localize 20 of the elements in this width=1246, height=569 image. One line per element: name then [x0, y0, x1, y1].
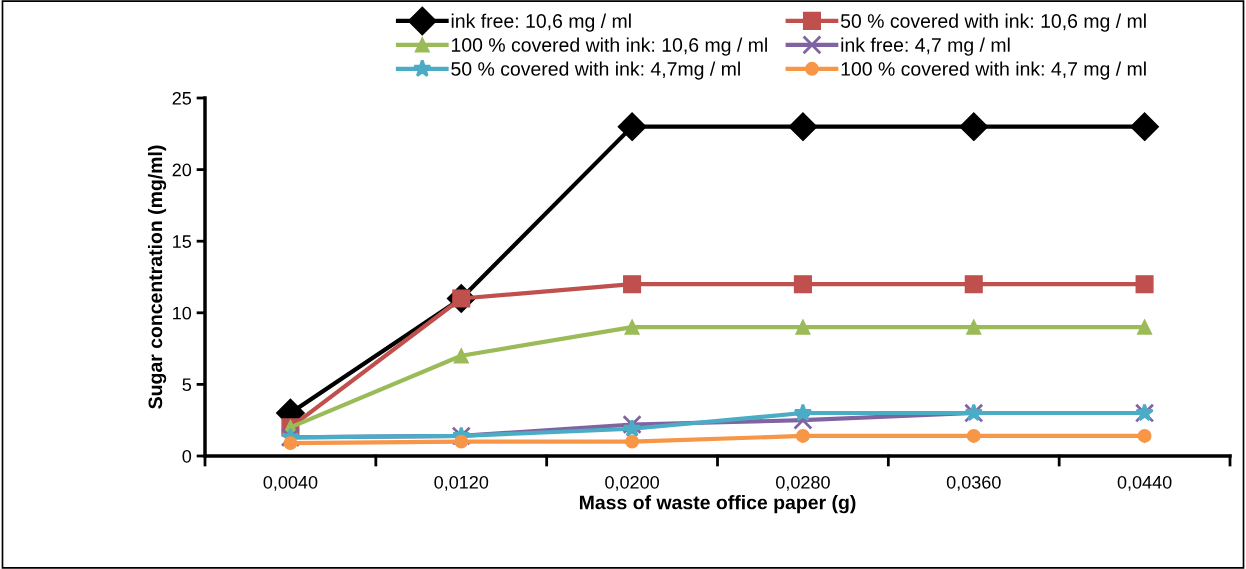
y-tick-label: 10 [173, 306, 192, 320]
y-tick-label: 25 [172, 91, 192, 105]
y-tick-label: 15 [173, 235, 192, 248]
x-axis-title: Mass of waste office paper (g) [579, 495, 856, 514]
legend-label: 100 % covered with ink: 10,6 mg / ml [451, 37, 767, 56]
x-tick-label: 0,0040 [263, 475, 318, 491]
x-tick-label: 0,0280 [776, 475, 830, 491]
x-tick-label: 0,0120 [434, 475, 489, 491]
y-axis-title: Sugar concentration (mg/ml) [147, 145, 167, 409]
x-tick-label: 0,0360 [946, 475, 1001, 491]
y-tick-label: 0 [182, 449, 192, 463]
x-tick-label: 0,0200 [605, 475, 659, 491]
legend-label: 50 % covered with ink: 10,6 mg / ml [840, 13, 1146, 32]
legend-label: ink free: 4,7 mg / ml [841, 37, 1010, 56]
legend-label: 50 % covered with ink: 4,7mg / ml [451, 61, 740, 80]
y-tick-label: 20 [172, 163, 192, 177]
legend-label: ink free: 10,6 mg / ml [451, 13, 631, 32]
legend-label: 100 % covered with ink: 4,7 mg / ml [841, 61, 1146, 80]
x-tick-label: 0,0440 [1117, 475, 1172, 491]
y-tick-label: 5 [182, 378, 192, 392]
